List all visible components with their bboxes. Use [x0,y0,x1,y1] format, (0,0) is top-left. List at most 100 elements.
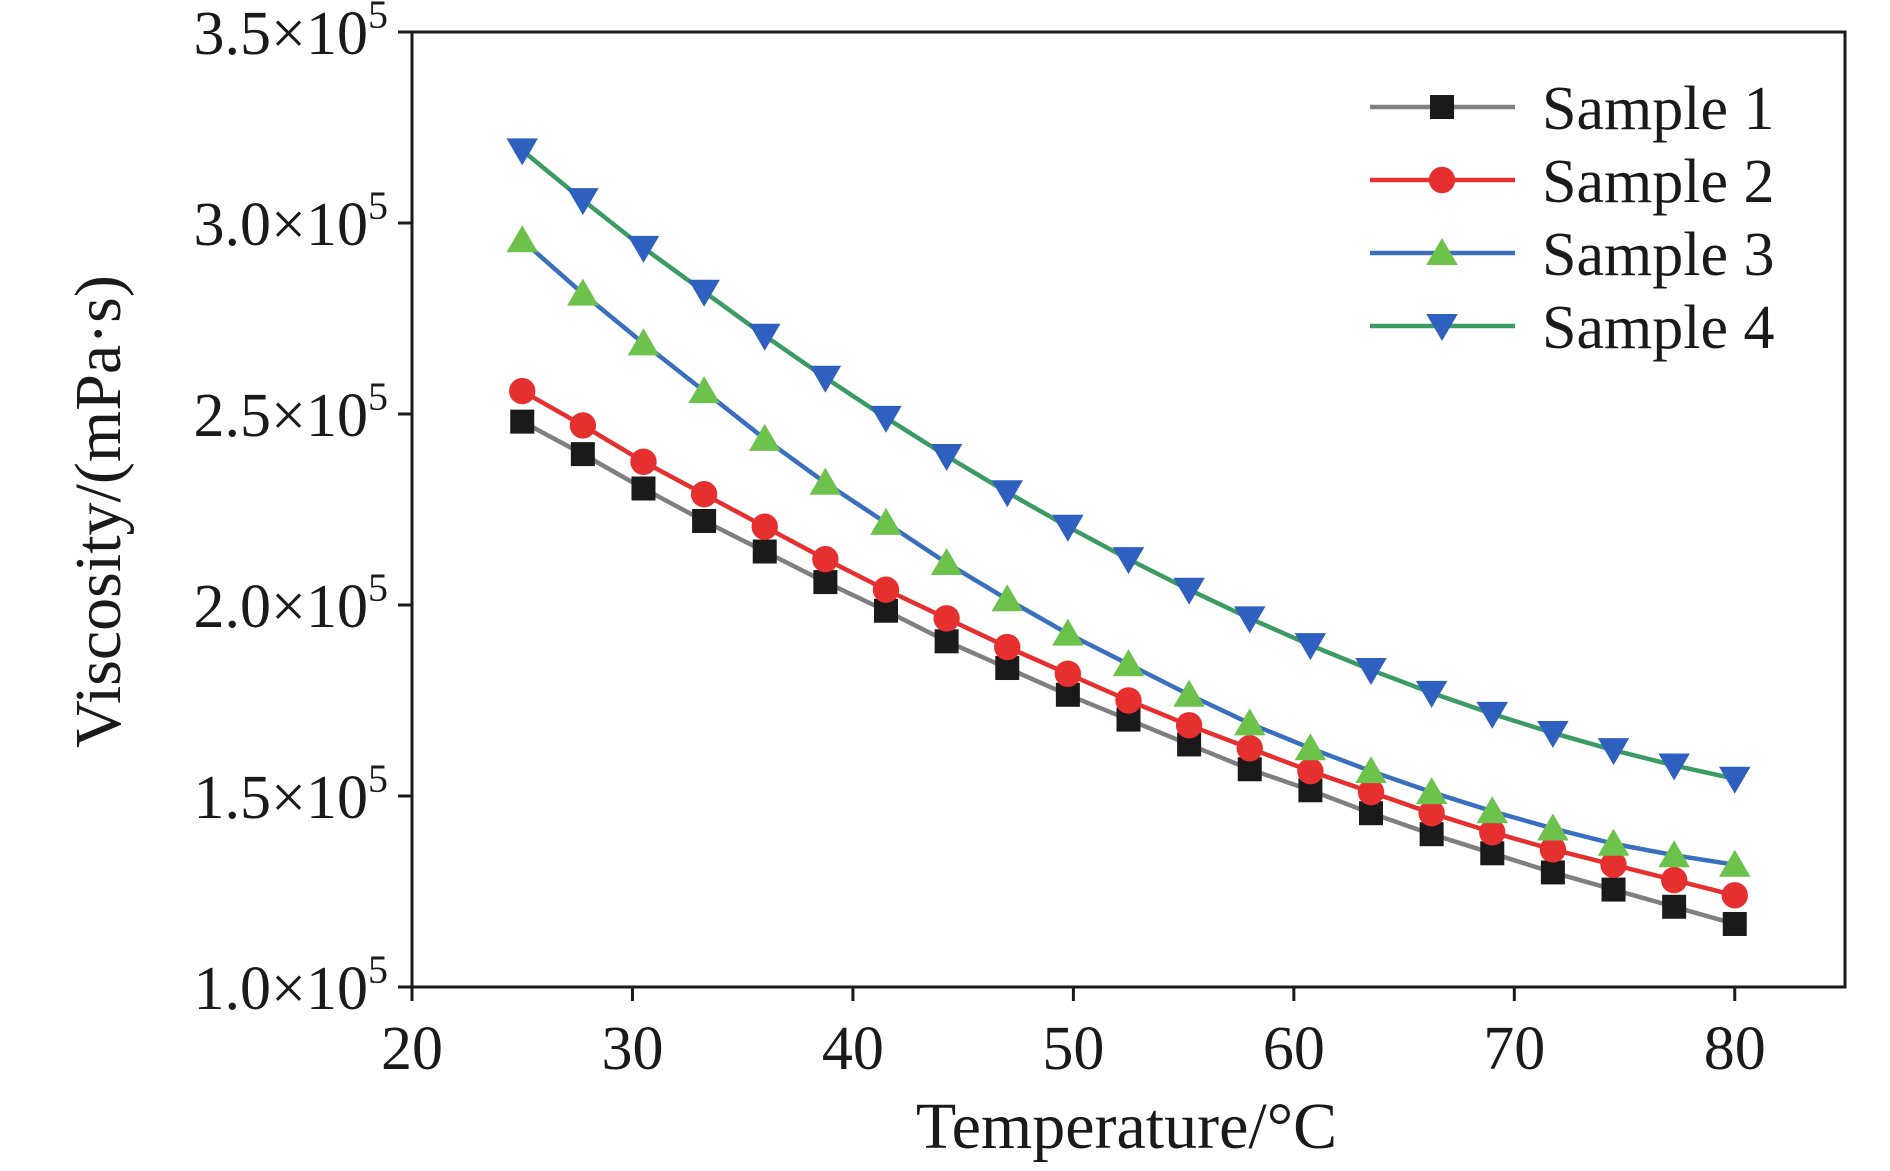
y-tick-exponent: 5 [368,947,388,992]
data-point [509,377,536,405]
x-tick-label: 20 [381,1015,443,1083]
legend-marker [1426,238,1458,265]
data-point [1236,735,1263,762]
legend-marker [1430,95,1454,119]
data-point [1297,757,1324,785]
y-tick-mantissa: 2.5×10 [194,382,368,450]
data-point [506,225,538,253]
data-point [1054,660,1082,687]
x-axis-ticks: 20 30 40 50 60 70 80 [381,987,1766,1083]
x-tick-label: 40 [822,1015,884,1083]
y-tick-label: 2.5×105 [194,374,388,450]
data-point [1476,701,1509,729]
data-point [1597,828,1630,856]
data-point [627,328,660,356]
legend-label: Sample 3 [1542,221,1774,289]
data-point [1537,720,1569,748]
data-point [1234,708,1266,736]
data-point [1721,882,1748,909]
data-point [567,188,599,216]
data-point [692,508,717,533]
y-tick-mantissa: 2.0×10 [194,573,368,641]
data-point [1540,860,1565,885]
data-point [752,539,777,564]
y-axis-ticks: 1.0×1051.5×1052.0×1052.5×1053.0×1053.5×1… [194,0,412,1023]
legend-item: Sample 4 [1370,294,1774,362]
data-point [688,376,720,404]
data-point [748,323,781,351]
data-point [1476,796,1509,824]
x-tick-label: 70 [1483,1015,1545,1083]
data-point [872,576,900,603]
data-point [1052,514,1084,542]
data-point [1234,606,1266,634]
data-point [631,476,656,501]
legend-item: Sample 3 [1370,221,1774,289]
x-tick-label: 50 [1042,1015,1104,1083]
data-point [627,235,660,263]
data-point [1415,680,1448,708]
plot-frame [410,30,1847,989]
legend-item: Sample 1 [1370,75,1774,143]
legend-item: Sample 2 [1370,148,1774,216]
series-layer [506,138,1751,936]
y-tick-exponent: 5 [368,183,388,228]
data-point [870,507,902,535]
data-point [934,629,959,654]
data-point [1719,849,1751,877]
data-point [688,279,720,307]
data-point [1418,799,1445,827]
data-point [570,442,595,467]
data-point [1660,866,1688,894]
data-point [870,405,902,433]
data-point [1658,840,1690,868]
data-point [510,409,535,434]
data-point [1294,633,1327,661]
data-point [991,584,1023,612]
data-point [1600,851,1627,878]
data-point [1173,679,1205,707]
legend-label: Sample 2 [1542,148,1774,216]
y-tick-mantissa: 1.5×10 [194,764,368,832]
series-4 [506,138,1751,794]
legend-marker [1426,314,1458,341]
data-point [1175,712,1203,739]
data-point [1294,733,1327,761]
y-tick-mantissa: 1.0×10 [194,955,368,1023]
series-3 [506,225,1751,877]
data-point [1537,813,1569,841]
data-point [991,480,1023,508]
data-point [813,570,838,595]
y-tick-label: 1.0×105 [194,947,388,1023]
y-tick-exponent: 5 [368,0,388,37]
y-tick-exponent: 5 [368,565,388,610]
y-tick-mantissa: 3.0×10 [194,191,368,259]
data-point [690,481,718,508]
data-point [1357,778,1385,806]
data-point [1722,911,1747,936]
y-tick-label: 3.0×105 [194,183,388,259]
y-tick-mantissa: 3.5×10 [194,0,368,68]
series-2 [509,377,1748,909]
y-tick-label: 1.5×105 [194,756,388,832]
y-tick-exponent: 5 [368,756,388,801]
data-point [994,633,1021,661]
data-point [812,545,839,573]
data-point [1052,618,1084,646]
data-point [1719,766,1751,794]
y-tick-label: 3.5×105 [194,0,388,68]
data-point [506,138,538,166]
x-axis-label: Temperature/°C [916,1090,1337,1163]
data-point [748,423,781,451]
data-point [751,513,778,540]
data-point [1601,877,1626,902]
data-point [809,365,842,393]
data-point [1355,657,1387,685]
legend-marker [1428,166,1456,194]
data-point [1173,577,1205,605]
data-point [930,547,963,575]
x-tick-label: 80 [1704,1015,1766,1083]
y-axis-label: Viscosity/(mPa·s) [62,275,135,748]
data-point [567,278,599,306]
